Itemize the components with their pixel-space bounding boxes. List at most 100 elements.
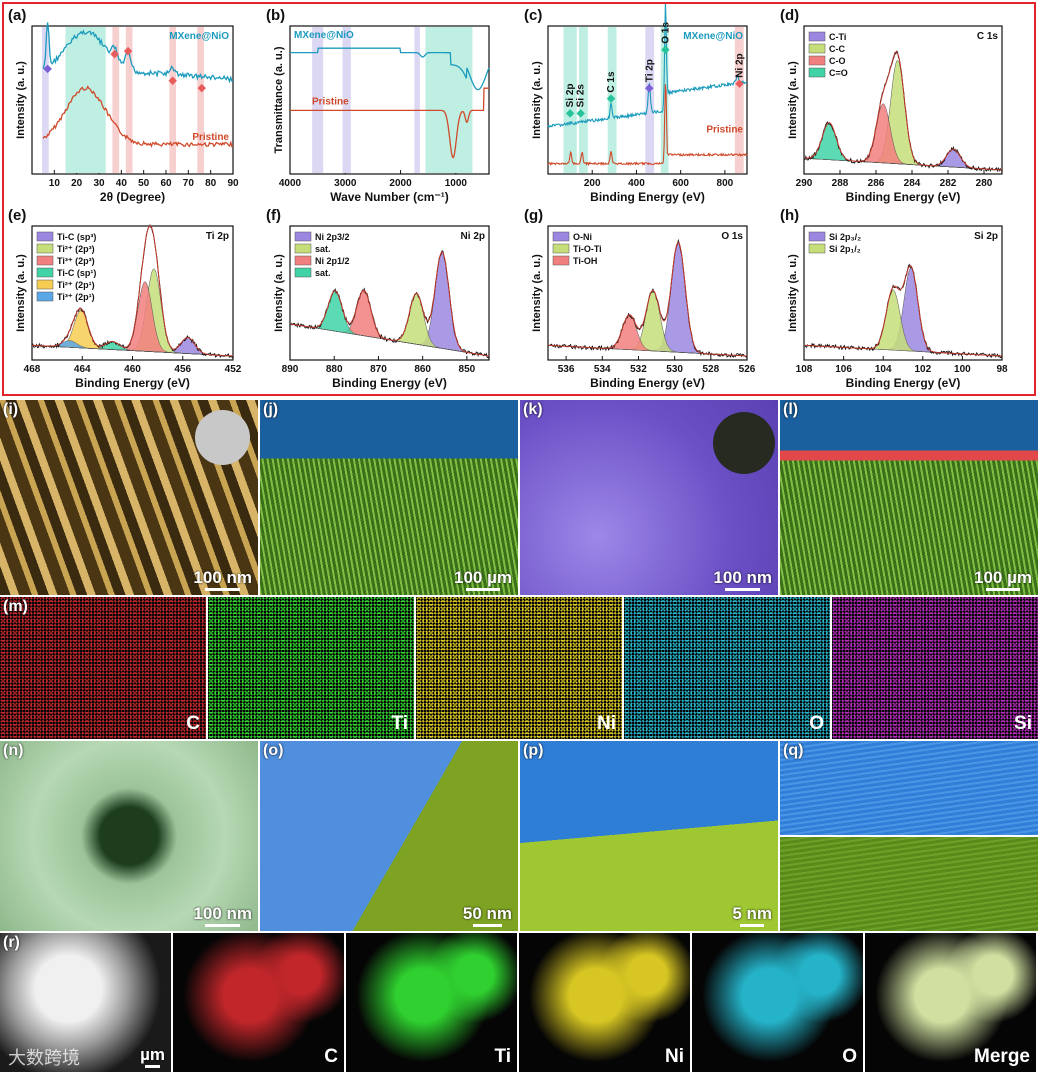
spectra-figure-frame: (a) 10 20 30 40 50 60 70 80 90 2θ (Degree) Intensit… (2, 2, 1036, 396)
x-axis-label: Binding Energy (eV) (332, 376, 447, 390)
x-tick-label: 40 (116, 178, 128, 189)
x-tick-label: 284 (904, 178, 921, 189)
x-tick-label: 456 (174, 364, 191, 375)
chart-d: (d) 290 288 286 284 282 280 Binding Energy (eV)… (780, 7, 1003, 204)
plot-frame (289, 225, 490, 361)
panel-label: (q) (783, 742, 804, 759)
series-label: Pristine (312, 96, 349, 107)
chart-c: (c) 200 400 600 800 Binding Energy (eV) Intens… (524, 4, 748, 204)
highlight-band (563, 27, 577, 173)
scale-bar: µm (140, 1045, 165, 1068)
peak-marker (123, 46, 133, 56)
spectra-charts: (a) 10 20 30 40 50 60 70 80 90 2θ (Degree) Intensit… (8, 4, 1008, 390)
highlight-band (425, 27, 473, 173)
x-tick-label: 288 (832, 178, 849, 189)
panel-label: (b) (266, 7, 285, 24)
legend-swatch (808, 43, 826, 54)
scale-bar-line (740, 924, 765, 927)
chart-e: (e) 468 464 460 456 452 Binding Energy (eV) Int… (8, 207, 242, 390)
highlight-band (125, 27, 133, 173)
scale-bar-label: 50 nm (462, 904, 512, 923)
plot-frame (803, 225, 1003, 361)
highlight-band (342, 27, 351, 173)
eds-map-si: Si (832, 597, 1038, 739)
eds-map-ni: Ni (519, 933, 690, 1072)
legend-swatch (294, 231, 312, 242)
x-tick-label: 280 (976, 178, 993, 189)
x-tick-label: 98 (996, 364, 1008, 375)
element-label: Ni (597, 713, 616, 734)
scale-bar-line (985, 588, 1021, 591)
legend-label: Ti-C (sp³) (57, 232, 96, 242)
chart-f: (f) 890 880 870 860 850 Binding Energy (eV) Int… (266, 207, 490, 390)
x-tick-label: 50 (138, 178, 150, 189)
x-axis-label: 2θ (Degree) (100, 190, 165, 204)
eds-map-ti: Ti (208, 597, 414, 739)
legend-swatch (552, 255, 570, 266)
hrtem-lattice-nio (780, 837, 1038, 931)
legend-label: Ti²⁺ (2p¹) (57, 280, 95, 290)
legend-label: C=O (829, 68, 848, 78)
highlight-band (414, 27, 420, 173)
scale-bar-label: µm (140, 1045, 165, 1064)
legend-label: C-O (829, 56, 846, 66)
x-tick-label: 880 (326, 364, 343, 375)
eds-map-merge: Merge (865, 933, 1036, 1072)
scale-bar-label: 5 nm (732, 904, 772, 923)
x-tick-label: 90 (227, 178, 239, 189)
legend-label: sat. (315, 268, 331, 278)
x-tick-label: 530 (666, 364, 683, 375)
panel-label: (l) (783, 401, 799, 418)
legend-swatch (36, 255, 54, 266)
legend-label: Si 2p₁/₂ (829, 244, 861, 254)
panel-label: (p) (523, 742, 544, 759)
plot-frame (31, 25, 234, 175)
panel-label: (g) (524, 207, 543, 224)
plot-frame (803, 25, 1003, 175)
x-tick-label: 600 (672, 178, 689, 189)
highlight-band (312, 27, 324, 173)
sem-image-coated: (k) 100 nm (520, 400, 778, 595)
legend-label: Ti³⁺ (2p¹) (57, 292, 95, 302)
x-tick-label: 80 (205, 178, 217, 189)
legend-label: C-Ti (829, 32, 846, 42)
element-label: C (324, 1046, 338, 1067)
legend-swatch (36, 243, 54, 254)
x-axis-label: Binding Energy (eV) (590, 190, 705, 204)
x-tick-label: 800 (717, 178, 734, 189)
tem-image-interface: (o) 50 nm (260, 741, 518, 931)
legend-label: sat. (315, 244, 331, 254)
scale-bar-label: 100 nm (193, 568, 252, 587)
scale-bar-line (725, 588, 761, 591)
highlight-band (42, 27, 49, 173)
series-label: MXene@NiO (169, 31, 229, 42)
chart-h: (h) 108 106 104 102 100 98 Binding Energy (eV) I… (780, 207, 1008, 390)
scale-bar-line (465, 588, 501, 591)
series-label: Pristine (706, 125, 743, 136)
panel-label: (r) (3, 934, 20, 951)
x-tick-label: 850 (459, 364, 476, 375)
fit-envelope (290, 251, 490, 357)
legend-label: Ti-OH (573, 256, 597, 266)
legend-swatch (294, 267, 312, 278)
peak-marker (168, 76, 177, 86)
legend-label: Ni 2p3/2 (315, 232, 350, 242)
scale-bar: 100 µm (454, 568, 512, 591)
chart-title: O 1s (721, 231, 743, 242)
scale-bar-line (205, 924, 241, 927)
scale-bar-label: 100 µm (974, 568, 1032, 587)
legend-label: Ti²⁺ (2p³) (57, 244, 95, 254)
legend-label: Ti³⁺ (2p³) (57, 256, 95, 266)
highlight-band (578, 27, 588, 173)
element-label: Si (1014, 713, 1032, 734)
panel-label: (d) (780, 7, 799, 24)
series-label: MXene@NiO (683, 31, 743, 42)
sample-photo-inset (195, 410, 250, 465)
x-tick-label: 108 (796, 364, 813, 375)
x-tick-label: 30 (93, 178, 105, 189)
x-tick-label: 282 (940, 178, 957, 189)
haadf-image: (r) µm 大数跨境 (0, 933, 171, 1072)
x-tick-label: 100 (954, 364, 971, 375)
legend-swatch (808, 67, 826, 78)
